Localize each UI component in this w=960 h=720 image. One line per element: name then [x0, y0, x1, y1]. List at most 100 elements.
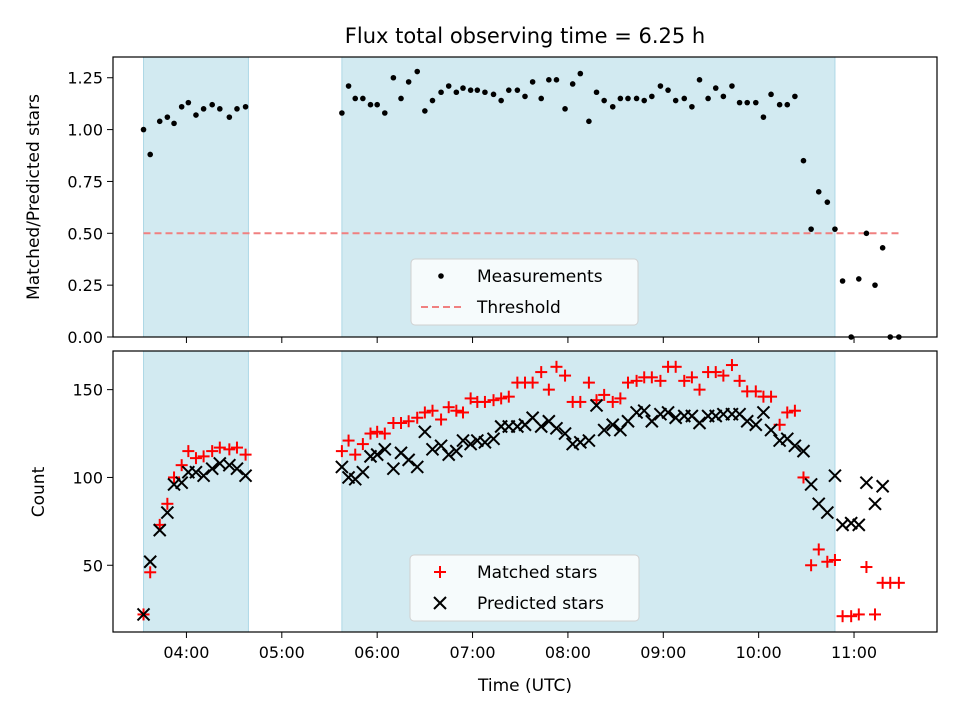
matched-star-point — [535, 366, 548, 379]
top-y-tick-label: 0.75 — [67, 172, 103, 191]
top-legend: Measurements Threshold — [410, 258, 639, 326]
matched-star-point — [678, 374, 691, 387]
bottom-y-tick-label: 100 — [72, 468, 103, 487]
predicted-star-point — [796, 444, 811, 458]
predicted-star-point — [820, 505, 835, 520]
predicted-star-point — [875, 479, 890, 493]
measurement-point — [689, 103, 695, 110]
bottom-y-axis-ticks: 50 100 150 — [72, 381, 113, 575]
matched-star-point — [206, 445, 219, 458]
matched-star-point — [614, 392, 627, 405]
top-y-tick-label: 1.00 — [67, 121, 103, 140]
x-tick-label: 04:00 — [163, 643, 209, 662]
measurement-point — [538, 95, 545, 102]
measurement-point — [185, 99, 192, 106]
predicted-star-point — [534, 419, 548, 434]
measurement-point — [529, 79, 536, 85]
top-panel-frame — [112, 56, 938, 338]
predicted-star-point — [549, 421, 564, 435]
measurement-point — [641, 97, 648, 104]
top-y-axis-label: Matched/Predicted stars — [24, 94, 44, 300]
matched-star-point — [213, 441, 226, 454]
matched-star-point — [725, 359, 738, 372]
predicted-star-point — [160, 505, 175, 520]
measurement-point — [156, 118, 163, 125]
predicted-star-point — [486, 432, 501, 446]
measurement-point — [633, 95, 640, 102]
matched-star-point — [733, 374, 746, 387]
matched-star-point — [356, 438, 369, 451]
matched-star-point — [335, 445, 348, 458]
bottom-y-tick-label: 150 — [72, 381, 103, 400]
bottom-series — [136, 359, 905, 623]
measurement-point — [832, 226, 838, 232]
measurement-point — [467, 87, 474, 93]
predicted-star-point — [637, 404, 651, 418]
predicted-star-point — [463, 437, 478, 451]
matched-star-point — [402, 415, 415, 428]
bottom-y-axis-label: Count — [29, 466, 49, 517]
predicted-star-point — [222, 458, 237, 472]
bottom-panel-frame — [112, 350, 938, 633]
measurement-point — [553, 77, 560, 83]
matched-star-point — [685, 371, 698, 384]
predicted-star-point — [597, 423, 611, 437]
measurement-point — [800, 157, 807, 164]
matched-star-point — [606, 395, 619, 408]
predicted-star-point — [153, 523, 167, 537]
predicted-star-point — [356, 465, 370, 479]
measurement-point — [657, 83, 664, 89]
measurement-point — [242, 103, 249, 110]
predicted-star-point — [189, 465, 203, 479]
predicted-star-point — [478, 435, 492, 450]
top-y-axis-ticks: 0.00 0.25 0.50 0.75 1.00 1.25 — [67, 69, 113, 347]
measurement-point — [171, 120, 177, 127]
measurement-point — [514, 87, 521, 93]
matched-star-point — [457, 406, 470, 419]
measurement-point — [712, 85, 719, 91]
matched-star-point — [526, 376, 539, 389]
matched-star-point — [342, 434, 355, 447]
matched-star-point — [144, 566, 157, 579]
measurement-point — [609, 103, 616, 110]
matched-star-point — [478, 395, 491, 408]
predicted-star-point — [370, 447, 384, 462]
predicted-star-point — [788, 439, 802, 453]
x-tick-label: 09:00 — [640, 643, 686, 662]
predicted-star-point — [401, 453, 416, 467]
matched-star-point — [709, 366, 722, 379]
measurement-point — [217, 106, 223, 112]
measurement-point — [460, 85, 466, 91]
matched-star-point — [788, 404, 801, 417]
matched-star-point — [821, 555, 834, 568]
x-tick-label: 08:00 — [545, 643, 591, 662]
measurement-point — [784, 101, 791, 108]
predicted-star-point — [582, 433, 596, 448]
measurement-point — [374, 101, 380, 108]
measurement-point — [625, 95, 631, 102]
x-tick-label: 06:00 — [354, 643, 400, 662]
matched-star-point — [182, 445, 195, 458]
predicted-star-point — [456, 433, 470, 448]
legend-measurements-label: Measurements — [477, 267, 603, 287]
measurement-point — [178, 103, 185, 110]
legend-measurements-marker — [438, 273, 444, 279]
measurement-point — [200, 106, 207, 112]
x-tick-label: 05:00 — [259, 643, 305, 662]
measurement-point — [776, 101, 783, 108]
bottom-y-tick-label: 50 — [83, 556, 103, 575]
predicted-star-point — [378, 442, 392, 457]
matched-star-point — [464, 392, 477, 405]
measurement-point — [569, 81, 576, 87]
measurement-point — [445, 83, 452, 89]
predicted-star-point — [196, 468, 211, 483]
measurement-point — [872, 282, 878, 288]
matched-star-point — [161, 497, 174, 510]
measurement-point — [681, 95, 688, 102]
measurement-point — [345, 83, 352, 89]
bottom-legend-box — [409, 554, 640, 622]
matched-star-point — [869, 608, 882, 621]
measurement-point — [577, 70, 584, 77]
predicted-star-point — [386, 461, 401, 476]
matched-star-point — [378, 427, 391, 440]
